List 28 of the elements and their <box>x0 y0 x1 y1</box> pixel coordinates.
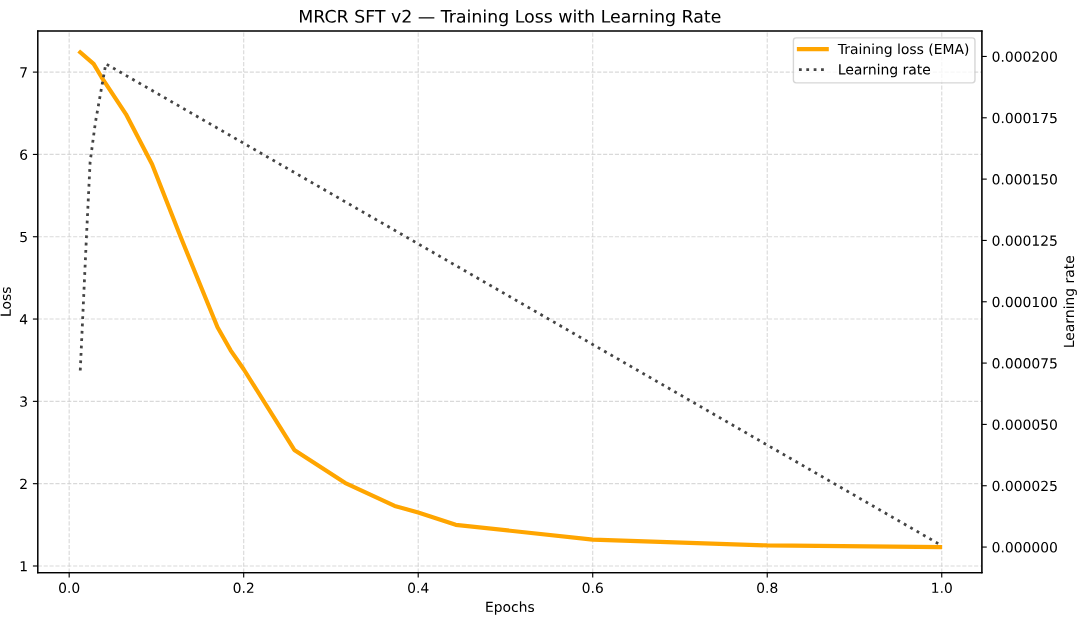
y2-axis-title: Learning rate <box>1063 256 1077 347</box>
y-tick-label: 3 <box>20 396 27 407</box>
y2-tick-label: 0.000200 <box>992 51 1057 62</box>
x-axis-title: Epochs <box>486 601 535 615</box>
y-axis-title: Loss <box>0 287 11 316</box>
legend-label: Training loss (EMA) <box>837 43 969 57</box>
legend-label: Learning rate <box>839 63 931 78</box>
y-tick-label: 1 <box>20 561 27 572</box>
x-tick-label: 0.8 <box>757 582 778 594</box>
y2-tick-label: 0.000000 <box>992 542 1057 553</box>
x-tick-label: 0.2 <box>233 582 254 594</box>
y2-tick-label: 0.000150 <box>992 174 1057 185</box>
y-tick-label: 6 <box>20 149 28 160</box>
y-tick-label: 4 <box>19 314 28 325</box>
y2-tick-label: 0.000100 <box>992 296 1057 308</box>
y2-tick-label: 0.000050 <box>992 419 1057 430</box>
x-tick-label: 0.0 <box>59 582 80 594</box>
chart-title: MRCR SFT v2 — Training Loss with Learning Rate <box>300 9 721 27</box>
y-tick-label: 2 <box>20 478 27 489</box>
y2-tick-label: 0.000175 <box>992 112 1057 124</box>
y2-tick-label: 0.000025 <box>992 480 1057 492</box>
y2-tick-label: 0.000125 <box>992 235 1057 246</box>
y-tick-label: 7 <box>20 67 27 78</box>
x-tick-label: 1.0 <box>932 582 952 594</box>
x-tick-label: 0.4 <box>408 582 429 594</box>
y2-tick-label: 0.000075 <box>992 358 1057 369</box>
y-tick-label: 5 <box>20 231 27 243</box>
x-tick-label: 0.6 <box>582 582 603 594</box>
